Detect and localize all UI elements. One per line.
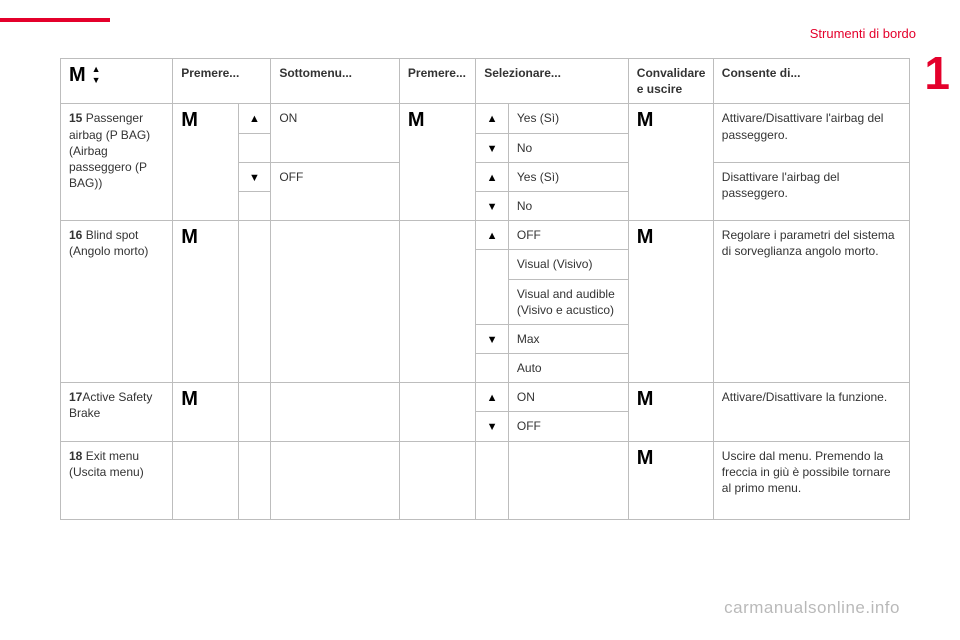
accent-bar — [0, 18, 110, 22]
row15-press2: M — [399, 104, 475, 221]
row15-title: 15 Passenger airbag (P BAG) (Airbag pass… — [61, 104, 173, 221]
watermark: carmanualsonline.info — [724, 598, 900, 618]
empty-cell — [238, 133, 271, 162]
row18-desc: Uscire dal menu. Premendo la freccia in … — [713, 441, 909, 519]
table-container: M ▲ ▼ Premere... Sottomenu... Premere...… — [60, 58, 910, 520]
section-title: Strumenti di bordo — [810, 26, 916, 41]
row15-desc-off: Disattivare l'airbag del passeggero. — [713, 162, 909, 220]
row-15-a: 15 Passenger airbag (P BAG) (Airbag pass… — [61, 104, 910, 133]
row15-yes1: Yes (Sì) — [508, 104, 628, 133]
empty-cell — [238, 221, 271, 383]
empty-cell — [399, 441, 475, 519]
empty-cell — [399, 221, 475, 383]
col-allows: Consente di... — [713, 59, 909, 104]
arrow-up-icon: ▲ — [476, 383, 509, 412]
row15-no1: No — [508, 133, 628, 162]
empty-cell — [508, 441, 628, 519]
empty-cell — [238, 383, 271, 441]
row17-desc: Attivare/Disattivare la funzione. — [713, 383, 909, 441]
empty-cell — [271, 383, 400, 441]
arrow-up-icon: ▲ — [238, 104, 271, 133]
empty-cell — [238, 441, 271, 519]
row-16-a: 16 Blind spot (Angolo morto) M ▲ OFF M R… — [61, 221, 910, 250]
row15-yes2: Yes (Sì) — [508, 162, 628, 191]
row-17-a: 17Active Safety Brake M ▲ ON M Attivare/… — [61, 383, 910, 412]
arrow-down-icon: ▼ — [476, 412, 509, 441]
col-select: Selezionare... — [476, 59, 629, 104]
row17-off: OFF — [508, 412, 628, 441]
row16-confirm: M — [628, 221, 713, 383]
empty-cell — [271, 441, 400, 519]
row15-sub-off: OFF — [271, 162, 400, 220]
arrow-down-icon: ▼ — [476, 324, 509, 353]
row17-confirm: M — [628, 383, 713, 441]
empty-cell — [173, 441, 238, 519]
table-header-row: M ▲ ▼ Premere... Sottomenu... Premere...… — [61, 59, 910, 104]
chapter-number: 1 — [924, 50, 950, 96]
empty-cell — [399, 383, 475, 441]
col-confirm: Convalidare e uscire — [628, 59, 713, 104]
row18-title: 18 Exit menu (Uscita menu) — [61, 441, 173, 519]
row16-press1: M — [173, 221, 238, 383]
updown-icon: ▲ ▼ — [92, 65, 101, 85]
row17-title: 17Active Safety Brake — [61, 383, 173, 441]
empty-cell — [238, 191, 271, 220]
row15-desc-on: Attivare/Disattivare l'airbag del passeg… — [713, 104, 909, 162]
col-press1: Premere... — [173, 59, 271, 104]
row18-confirm: M — [628, 441, 713, 519]
empty-cell — [476, 354, 509, 383]
row15-press1: M — [173, 104, 238, 221]
arrow-down-icon: ▼ — [476, 133, 509, 162]
arrow-down-icon: ▼ — [476, 191, 509, 220]
row15-confirm: M — [628, 104, 713, 221]
row-18: 18 Exit menu (Uscita menu) M Uscire dal … — [61, 441, 910, 519]
row16-desc: Regolare i parametri del sistema di sorv… — [713, 221, 909, 383]
col-submenu: Sottomenu... — [271, 59, 400, 104]
page: Strumenti di bordo 1 M ▲ ▼ P — [0, 0, 960, 640]
row17-on: ON — [508, 383, 628, 412]
row15-sub-on: ON — [271, 104, 400, 162]
row16-title: 16 Blind spot (Angolo morto) — [61, 221, 173, 383]
row16-off: OFF — [508, 221, 628, 250]
menu-table: M ▲ ▼ Premere... Sottomenu... Premere...… — [60, 58, 910, 520]
row15-no2: No — [508, 191, 628, 220]
arrow-down-icon: ▼ — [238, 162, 271, 191]
m-icon: M — [69, 65, 86, 85]
row16-auto: Auto — [508, 354, 628, 383]
arrow-up-icon: ▲ — [476, 162, 509, 191]
row17-press1: M — [173, 383, 238, 441]
row16-va: Visual and audible (Visivo e acustico) — [508, 279, 628, 324]
row16-max: Max — [508, 324, 628, 353]
col-press2: Premere... — [399, 59, 475, 104]
arrow-up-icon: ▲ — [476, 221, 509, 250]
empty-cell — [271, 221, 400, 383]
header-menu-icon: M ▲ ▼ — [61, 59, 173, 104]
arrow-up-icon: ▲ — [476, 104, 509, 133]
empty-cell — [476, 250, 509, 325]
empty-cell — [476, 441, 509, 519]
row16-visual: Visual (Visivo) — [508, 250, 628, 279]
